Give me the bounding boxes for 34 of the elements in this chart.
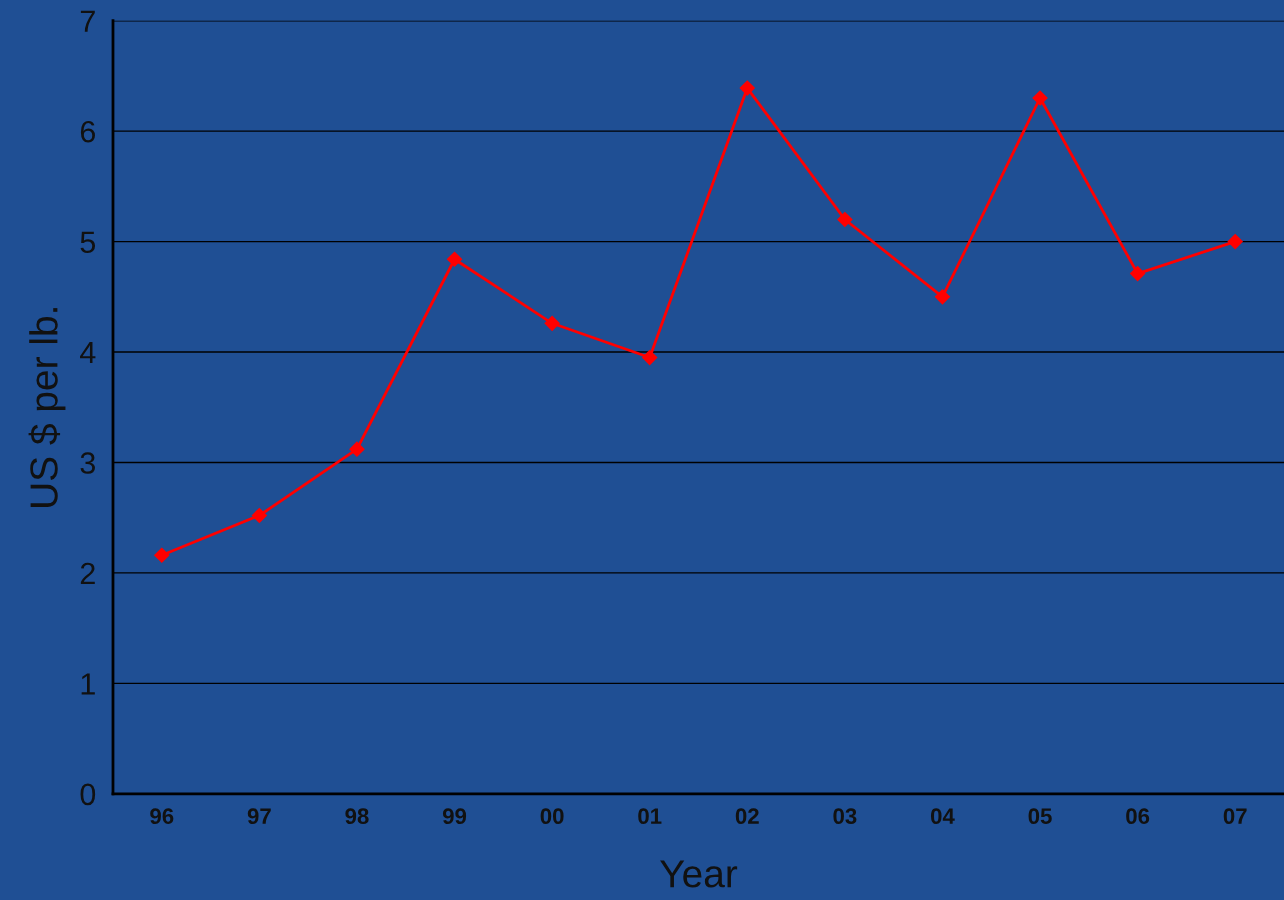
point xyxy=(642,349,658,366)
x-tick-label: 02 xyxy=(735,808,759,825)
y-tick-label: 2 xyxy=(80,562,95,584)
y-tick-label: 0 xyxy=(80,783,96,806)
y-tick-label: 7 xyxy=(80,10,95,32)
point xyxy=(934,289,951,305)
point xyxy=(1227,234,1243,250)
y-axis-title: US $ per lb. xyxy=(28,308,66,507)
y-tick-label: 4 xyxy=(80,342,96,364)
x-tick-label: 04 xyxy=(930,808,955,825)
point xyxy=(1032,90,1048,106)
point xyxy=(251,507,267,524)
x-tick-label: 99 xyxy=(442,808,467,825)
x-tick-label: 97 xyxy=(247,808,271,825)
x-tick-label: 00 xyxy=(540,808,564,825)
point xyxy=(837,211,853,228)
point xyxy=(544,315,560,331)
x-tick-label: 06 xyxy=(1126,808,1150,825)
x-tick-label: 03 xyxy=(833,808,857,825)
point xyxy=(349,441,365,457)
x-axis-title: Year xyxy=(660,860,738,888)
y-tick-label: 6 xyxy=(80,120,95,143)
point xyxy=(1130,266,1146,282)
y-tick-label: 5 xyxy=(80,231,96,253)
point xyxy=(739,80,755,96)
point xyxy=(154,547,170,563)
point xyxy=(446,251,463,267)
y-tick-label: 3 xyxy=(80,452,95,474)
x-tick-label: 05 xyxy=(1028,808,1052,825)
x-tick-label: 96 xyxy=(150,808,174,825)
x-tick-label: 07 xyxy=(1223,808,1247,825)
x-tick-label: 01 xyxy=(638,808,662,825)
x-tick-label: 98 xyxy=(345,808,369,825)
y-tick-label: 1 xyxy=(81,673,95,695)
